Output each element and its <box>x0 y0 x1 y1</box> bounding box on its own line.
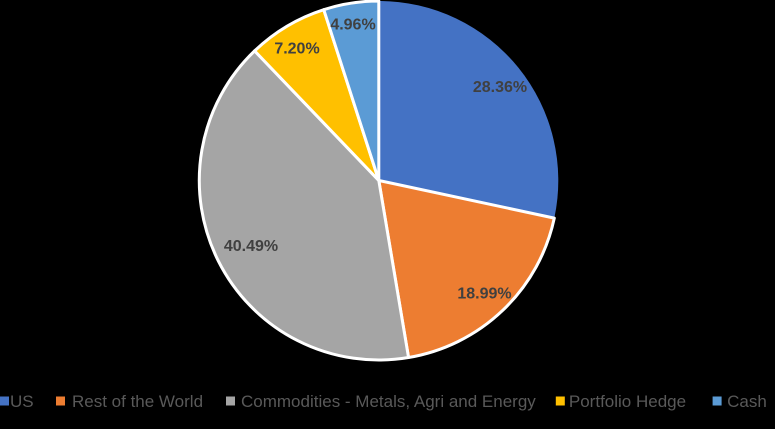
svg-text:40.49%: 40.49% <box>224 238 278 255</box>
svg-text:Rest of the World: Rest of the World <box>72 392 203 411</box>
svg-text:Commodities - Metals, Agri and: Commodities - Metals, Agri and Energy <box>241 392 536 411</box>
svg-text:28.36%: 28.36% <box>473 79 527 96</box>
svg-text:US: US <box>10 392 34 411</box>
svg-text:Cash: Cash <box>727 392 767 411</box>
svg-text:4.96%: 4.96% <box>330 17 375 34</box>
svg-text:Portfolio Hedge: Portfolio Hedge <box>569 392 686 411</box>
svg-text:18.99%: 18.99% <box>457 285 511 302</box>
svg-text:7.20%: 7.20% <box>274 41 319 58</box>
